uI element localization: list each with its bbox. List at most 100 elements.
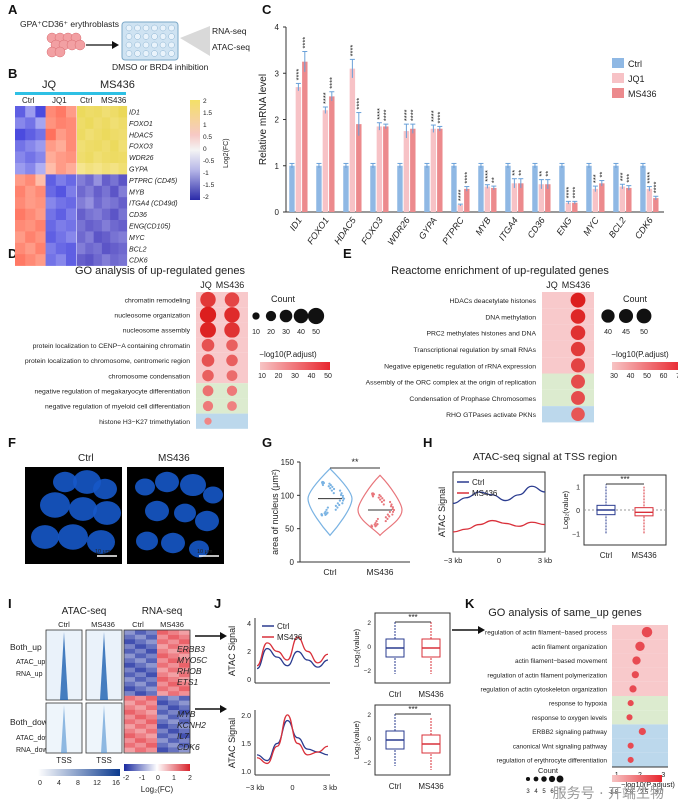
bar-ctrl — [613, 165, 619, 212]
dotplot-dot — [571, 390, 585, 405]
heatmap-cell — [85, 140, 94, 152]
nucleus-shape — [53, 471, 77, 493]
violin-point — [338, 489, 342, 492]
dotplot-dot — [202, 400, 214, 412]
heatmap-gene-label: WDR26 — [129, 155, 154, 162]
rna-heatmap-cell — [157, 691, 168, 696]
dotplot-band — [542, 357, 594, 374]
rna-colorbar-tick: -1 — [139, 775, 145, 782]
violin-point — [380, 500, 383, 504]
heatmap-cell — [118, 140, 128, 152]
dotplot-term: actin filament−based movement — [515, 658, 607, 665]
plot-frame — [452, 471, 546, 553]
violin-point — [382, 503, 385, 506]
rna-up-label: RNA_up — [16, 671, 43, 678]
heatmap-cell — [35, 106, 46, 118]
dotplot-title: GO analysis of up-regulated genes — [75, 265, 245, 277]
rna-heatmap-cell — [124, 667, 135, 673]
count-legend-dot — [618, 308, 634, 324]
rna-heatmap-frame — [123, 629, 191, 754]
dotplot-dot — [570, 325, 586, 341]
heatmap-cell — [35, 254, 46, 266]
significance-label: *** — [618, 172, 627, 181]
heatmap-cell — [25, 231, 36, 244]
rna-heatmap-cell — [168, 653, 179, 659]
heatmap-cell — [85, 151, 94, 164]
rna-heatmap-cell — [146, 658, 157, 663]
rna-heatmap-cell — [124, 747, 135, 753]
padj-legend-tick: 20 — [275, 373, 283, 380]
rna-heatmap-cell — [179, 653, 190, 659]
heatmap-cell — [101, 140, 111, 152]
count-legend-tick: 50 — [640, 329, 648, 336]
rna-heatmap-cell — [135, 653, 146, 659]
dotplot-dot — [204, 417, 212, 425]
rna-heatmap-cell — [124, 644, 135, 649]
count-legend-dot — [252, 312, 260, 320]
y-axis-label: ATAC Signal — [227, 718, 237, 768]
y-tick-label: 1 — [275, 162, 280, 171]
violin-point — [340, 492, 343, 495]
rna-heatmap-cell — [146, 648, 157, 654]
arrow-head-icon — [220, 705, 227, 713]
dotplot-dot — [632, 656, 641, 665]
significance-label: **** — [651, 182, 660, 194]
heatmap-cell — [25, 140, 36, 152]
bar-ctrl — [370, 165, 376, 212]
rna-heatmap-cell — [124, 681, 135, 687]
nucleus-shape — [93, 501, 121, 525]
heatmap-cell — [15, 242, 26, 255]
up-gene-label: RHOB — [177, 666, 202, 676]
heatmap-cell — [93, 231, 103, 244]
x-tick-label: MYC — [581, 215, 601, 238]
bar-ctrl — [532, 165, 538, 212]
line-chart-title: ATAC-seq signal at TSS region — [473, 451, 617, 463]
heatmap-cell — [110, 220, 119, 232]
panel-label-d: D — [8, 246, 17, 261]
rna-heatmap-cell — [179, 662, 190, 668]
significance-label: **** — [645, 172, 654, 184]
dotplot-term: chromosome condensation — [108, 373, 190, 380]
bar-jq1 — [295, 87, 302, 212]
bar-ctrl — [451, 165, 457, 212]
dotplot-dot — [201, 338, 215, 352]
heatmap-cell — [77, 128, 86, 141]
significance-label: ** — [489, 177, 498, 183]
rna-heatmap-cell — [168, 747, 179, 753]
violin-point — [377, 496, 380, 499]
heatmap-cell — [66, 254, 77, 266]
rna-heatmap-cell — [135, 742, 146, 748]
heatmap-gene-label: ID1 — [129, 110, 140, 117]
rna-heatmap-cell — [179, 700, 190, 706]
rna-heatmap-cell — [168, 700, 179, 706]
atac-seq-title: ATAC-seq — [62, 606, 107, 617]
heatmap-cell — [25, 174, 36, 187]
y-tick-label: 0 — [367, 736, 371, 743]
x-tick-label: 3 — [661, 772, 665, 779]
padj-legend-title: −log10(P.adjust) — [611, 350, 669, 359]
heatmap-gene-label: HDAC5 — [129, 132, 153, 139]
both-down-label: Both_down — [10, 717, 53, 727]
x-tick-label: MS436 — [631, 551, 657, 560]
bar-jq1 — [322, 110, 329, 212]
dotplot-dot — [226, 339, 238, 351]
rna-heatmap-cell — [168, 672, 179, 678]
rna-heatmap-cell — [168, 742, 179, 748]
plot-frame — [374, 704, 451, 776]
rna-heatmap-cell — [157, 747, 168, 753]
x-tick-label: Ctrl — [323, 567, 336, 577]
count-legend-tick: 40 — [297, 329, 305, 336]
dotplot-dot — [226, 370, 238, 381]
y-tick-label: 4 — [275, 23, 280, 32]
rna-heatmap-cell — [168, 714, 179, 720]
heatmap-gene-label: CDK6 — [129, 258, 148, 265]
legend-swatch — [612, 88, 624, 98]
well-icon — [151, 41, 158, 49]
heatmap-gene-label: CD36 — [129, 212, 147, 219]
heatmap-cell — [85, 220, 94, 232]
dotplot-term: RHO GTPases activate PKNs — [446, 412, 536, 419]
rna-heatmap-cell — [135, 733, 146, 739]
legend-label: Ctrl — [277, 622, 290, 631]
rna-heatmap-cell — [168, 733, 179, 739]
